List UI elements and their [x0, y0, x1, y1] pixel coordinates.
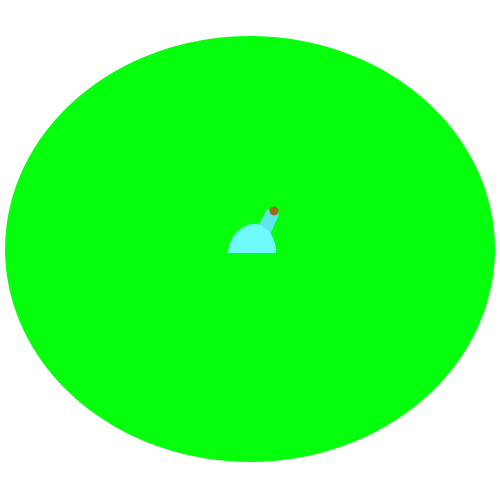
barrel-tip-dot	[270, 207, 279, 216]
